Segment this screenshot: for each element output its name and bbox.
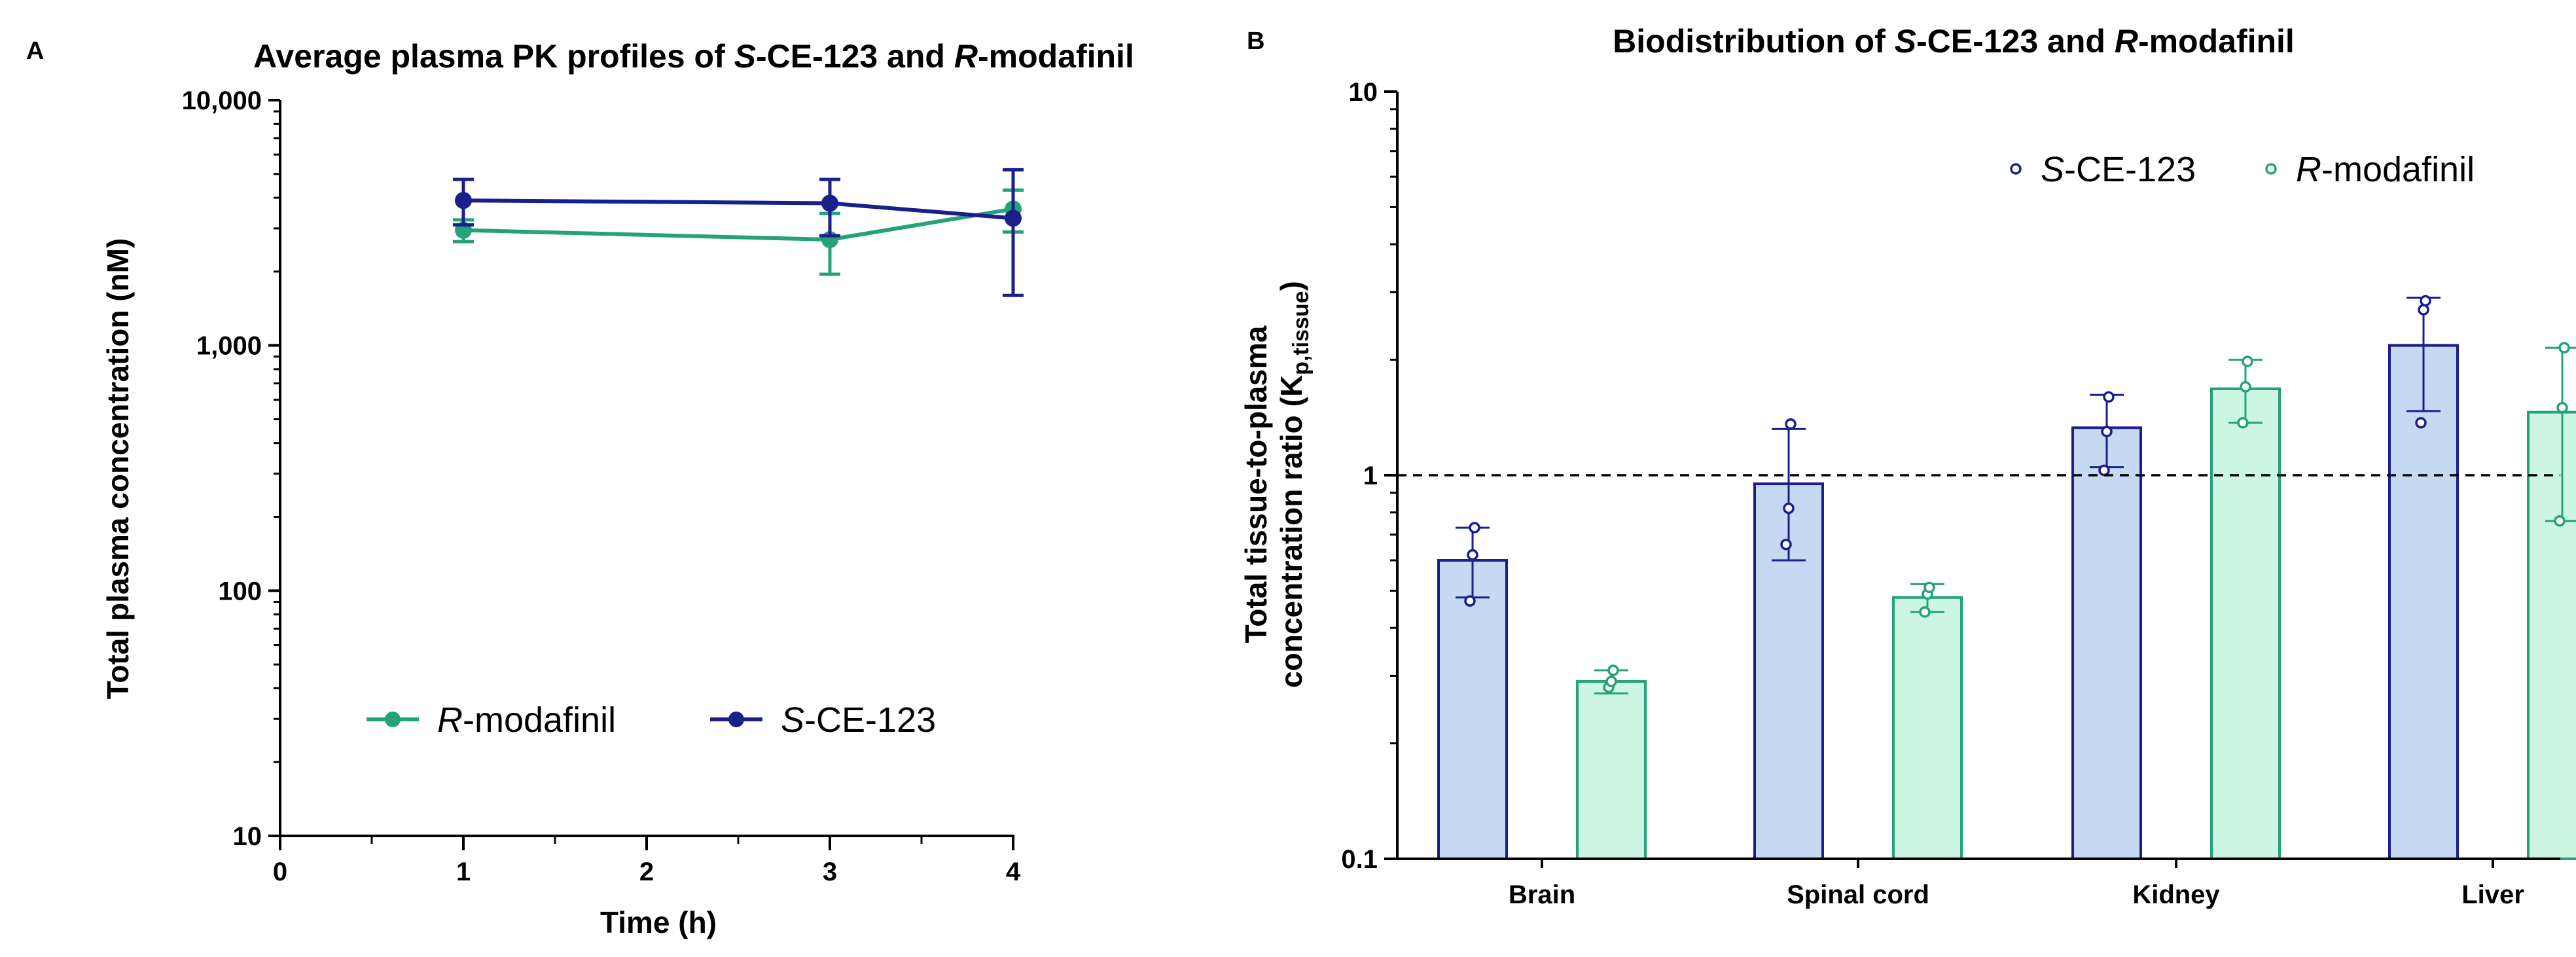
- data-point: [1780, 538, 1792, 551]
- data-point: [2418, 304, 2429, 316]
- data-point: [2242, 355, 2253, 367]
- data-point: [1923, 581, 1935, 594]
- data-point: [2415, 417, 2427, 429]
- y-tick-label: 10,000: [182, 86, 262, 115]
- y-tick-label: 1: [1363, 461, 1378, 490]
- bar-group-kidney-s-ce-123: [2071, 391, 2142, 860]
- data-point: [2554, 515, 2566, 527]
- bar-group-brain-s-ce-123: [1437, 522, 1508, 860]
- bar-kidney-r-modafinil: [2210, 387, 2281, 860]
- data-point: [2103, 391, 2115, 403]
- data-point: [1607, 664, 1619, 676]
- panel-a-y-axis-title: Total plasma concentration (nM): [101, 238, 135, 700]
- x-tick-label: 3: [823, 858, 837, 886]
- x-tick-label-liver: Liver: [2461, 880, 2524, 909]
- panel-a-title: Average plasma PK profiles of S-CE-123 a…: [253, 38, 1134, 75]
- legend-marker-r-modafinil: [385, 712, 401, 727]
- panel-a-y-ticks: 10 100 1,000 10,000: [182, 86, 280, 851]
- x-tick-label: 4: [1006, 858, 1021, 886]
- legend-label-r-modafinil: R-modafinil: [2296, 150, 2475, 189]
- panel-b-y-ticks: 0.1 1 10: [1341, 78, 1397, 874]
- data-point: [1464, 595, 1476, 607]
- data-point: [1919, 606, 1931, 618]
- bar-brain-s-ce-123: [1437, 559, 1508, 860]
- legend-marker-r-modafinil: [2265, 163, 2277, 175]
- data-point: [1785, 418, 1797, 430]
- data-point: [2101, 425, 2113, 437]
- bar-liver-s-ce-123: [2388, 344, 2459, 860]
- panel-b-legend: S-CE-123 R-modafinil: [2010, 150, 2475, 189]
- data-point: [455, 192, 472, 209]
- panel-b-y-axis-title: Total tissue-to-plasma concentration rat…: [1239, 281, 1314, 688]
- bar-group-kidney-r-modafinil: [2210, 355, 2281, 860]
- x-tick-label-spinal-cord: Spinal cord: [1787, 880, 1929, 909]
- legend-label-s-ce-123: S-CE-123: [781, 700, 936, 740]
- data-point: [1783, 502, 1795, 515]
- data-point: [2558, 342, 2570, 353]
- data-point: [2098, 464, 2110, 477]
- panel-a: A Average plasma PK profiles of S-CE-123…: [26, 37, 1134, 939]
- panel-a-x-axis-title: Time (h): [600, 905, 717, 939]
- bar-spinal-cord-s-ce-123: [1753, 482, 1824, 860]
- panel-a-series: [453, 168, 1024, 297]
- data-point: [1469, 522, 1480, 533]
- series-line-s-ce-123: [463, 198, 1014, 221]
- series-s-ce-123: [453, 168, 1024, 297]
- panel-a-x-ticks: 0 1 2 3 4: [273, 836, 1021, 886]
- y-tick-label: 10: [1349, 78, 1378, 107]
- x-tick-label: 0: [273, 858, 287, 886]
- legend-item-s-ce-123: S-CE-123: [2010, 150, 2196, 189]
- x-tick-label-kidney: Kidney: [2132, 880, 2220, 909]
- bar-group-liver-s-ce-123: [2388, 295, 2459, 860]
- y-tick-label: 100: [218, 577, 262, 605]
- legend-item-r-modafinil: R-modafinil: [2265, 150, 2475, 189]
- data-point: [2237, 417, 2249, 429]
- legend-marker-s-ce-123: [728, 712, 744, 727]
- y-tick-label: 0.1: [1341, 845, 1378, 874]
- panel-b-title: Biodistribution of S-CE-123 and R-modafi…: [1613, 23, 2295, 60]
- data-point: [2240, 381, 2251, 393]
- bar-brain-r-modafinil: [1576, 680, 1647, 861]
- panel-b-x-labels: Brain Spinal cord Kidney Liver: [1509, 859, 2524, 909]
- y-tick-label: 1,000: [196, 332, 262, 361]
- data-point: [2556, 402, 2568, 414]
- data-point: [2420, 295, 2431, 307]
- legend-label-r-modafinil: R-modafinil: [437, 700, 616, 740]
- panel-a-legend: R-modafinil S-CE-123: [367, 700, 936, 740]
- legend-item-r-modafinil: R-modafinil: [367, 700, 616, 740]
- series-line-r-modafinil: [463, 207, 1014, 242]
- bar-liver-r-modafinil: [2527, 410, 2576, 860]
- x-tick-label: 2: [639, 858, 654, 886]
- legend-item-s-ce-123: S-CE-123: [710, 700, 936, 740]
- x-tick-label-brain: Brain: [1509, 880, 1575, 909]
- bar-spinal-cord-r-modafinil: [1892, 596, 1963, 861]
- data-point: [1005, 209, 1022, 227]
- panel-a-letter: A: [26, 37, 44, 65]
- y-tick-label: 10: [233, 822, 262, 851]
- x-tick-label: 1: [456, 858, 471, 886]
- data-point: [1605, 676, 1617, 687]
- panel-b-y-axis-title-line2: concentration ratio (Kp,tissue): [1274, 281, 1314, 688]
- bar-group-liver-r-modafinil: [2527, 342, 2576, 860]
- panel-b-letter: B: [1247, 27, 1264, 55]
- data-point: [821, 194, 838, 212]
- legend-label-s-ce-123: S-CE-123: [2041, 150, 2196, 189]
- panel-b-bars: [1437, 295, 2576, 861]
- bar-group-spinal-cord-s-ce-123: [1753, 418, 1824, 860]
- panel-b-y-axis-title-line1: Total tissue-to-plasma: [1239, 325, 1273, 643]
- bar-kidney-s-ce-123: [2071, 426, 2142, 860]
- legend-marker-s-ce-123: [2010, 163, 2022, 175]
- bar-group-spinal-cord-r-modafinil: [1892, 581, 1963, 861]
- data-point: [1467, 549, 1478, 561]
- bar-group-brain-r-modafinil: [1576, 664, 1647, 861]
- panel-b: B Biodistribution of S-CE-123 and R-moda…: [1239, 23, 2576, 909]
